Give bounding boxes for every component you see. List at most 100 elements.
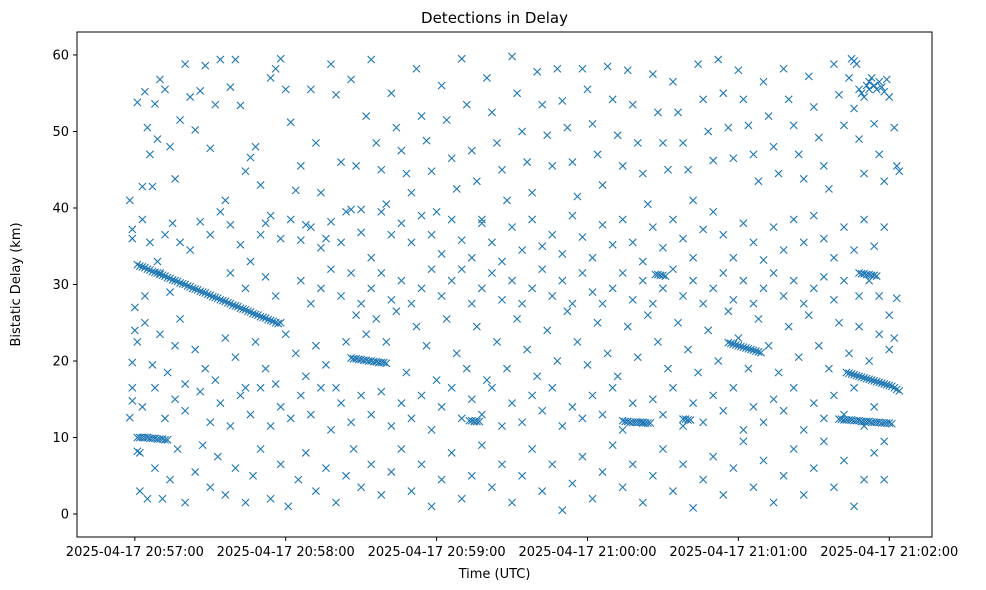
data-point	[467, 395, 476, 404]
data-point	[548, 161, 557, 170]
data-point	[249, 471, 258, 480]
data-point	[628, 399, 637, 408]
data-point	[397, 445, 406, 453]
data-point	[176, 278, 185, 287]
data-point	[251, 142, 260, 151]
data-point	[427, 502, 436, 511]
data-point	[741, 344, 750, 352]
data-point	[442, 314, 451, 323]
data-point	[809, 399, 818, 408]
data-point	[171, 276, 180, 285]
y-axis-label: Bistatic Delay (km)	[9, 222, 24, 346]
data-point	[246, 257, 255, 266]
data-point	[168, 219, 177, 228]
data-point	[447, 276, 456, 285]
data-point	[362, 330, 371, 339]
data-point	[417, 284, 426, 293]
data-point	[880, 437, 889, 446]
y-tick-label: 30	[52, 278, 69, 293]
data-point	[457, 494, 466, 503]
data-point	[583, 85, 592, 94]
data-point	[839, 223, 848, 232]
data-point	[518, 418, 527, 427]
data-point	[206, 483, 215, 492]
data-point	[643, 311, 652, 320]
data-point	[487, 269, 496, 278]
data-point	[799, 238, 808, 247]
data-point	[583, 360, 592, 369]
data-point	[301, 372, 310, 381]
data-point	[462, 364, 471, 373]
data-point	[749, 483, 758, 492]
data-point	[266, 422, 275, 431]
data-point	[880, 177, 889, 186]
data-point	[377, 269, 386, 278]
data-point	[731, 340, 740, 349]
data-point	[412, 322, 421, 331]
data-point	[150, 464, 159, 473]
data-point	[528, 215, 537, 224]
data-point	[213, 452, 222, 461]
data-point	[689, 276, 698, 285]
data-point	[719, 490, 728, 499]
data-point	[618, 425, 627, 434]
data-point	[246, 153, 255, 162]
data-point	[332, 90, 341, 99]
data-point	[143, 494, 152, 503]
data-point	[885, 311, 894, 320]
data-point	[739, 343, 748, 352]
data-point	[850, 246, 859, 255]
data-point	[166, 475, 175, 484]
data-point	[482, 376, 491, 385]
data-point	[266, 73, 275, 82]
data-point	[628, 100, 637, 109]
data-point	[528, 391, 537, 400]
data-point	[261, 364, 270, 373]
data-point	[231, 353, 240, 362]
data-point	[181, 379, 190, 388]
data-point	[342, 207, 351, 216]
data-point	[855, 291, 864, 300]
data-point	[347, 75, 356, 84]
data-point	[829, 391, 838, 400]
data-point	[392, 307, 401, 316]
data-point	[890, 334, 899, 343]
data-point	[196, 387, 205, 396]
data-point	[563, 307, 572, 316]
data-point	[367, 460, 376, 469]
data-point	[829, 253, 838, 262]
data-point	[779, 246, 788, 255]
data-point	[238, 304, 247, 313]
data-point	[598, 220, 607, 229]
data-point	[839, 276, 848, 285]
data-point	[852, 60, 861, 69]
data-point	[301, 220, 310, 229]
data-point	[757, 348, 765, 357]
data-point	[668, 265, 677, 274]
data-point	[432, 207, 441, 216]
data-point	[729, 295, 738, 304]
data-point	[155, 270, 164, 279]
data-point	[598, 467, 607, 476]
data-point	[588, 494, 597, 503]
data-point	[264, 315, 273, 324]
data-point	[890, 123, 899, 132]
data-point	[789, 215, 798, 224]
data-point	[276, 318, 285, 327]
data-point	[855, 85, 864, 94]
data-point	[342, 471, 351, 480]
data-point	[882, 75, 891, 84]
data-point	[191, 125, 200, 134]
data-point	[739, 276, 748, 285]
data-point	[860, 373, 869, 382]
data-point	[143, 123, 152, 132]
data-point	[163, 435, 172, 444]
data-point	[236, 101, 245, 110]
data-point	[140, 87, 149, 96]
data-point	[784, 322, 793, 331]
data-point	[186, 93, 195, 102]
data-point	[751, 347, 760, 356]
data-point	[316, 284, 325, 293]
data-point	[377, 387, 386, 396]
